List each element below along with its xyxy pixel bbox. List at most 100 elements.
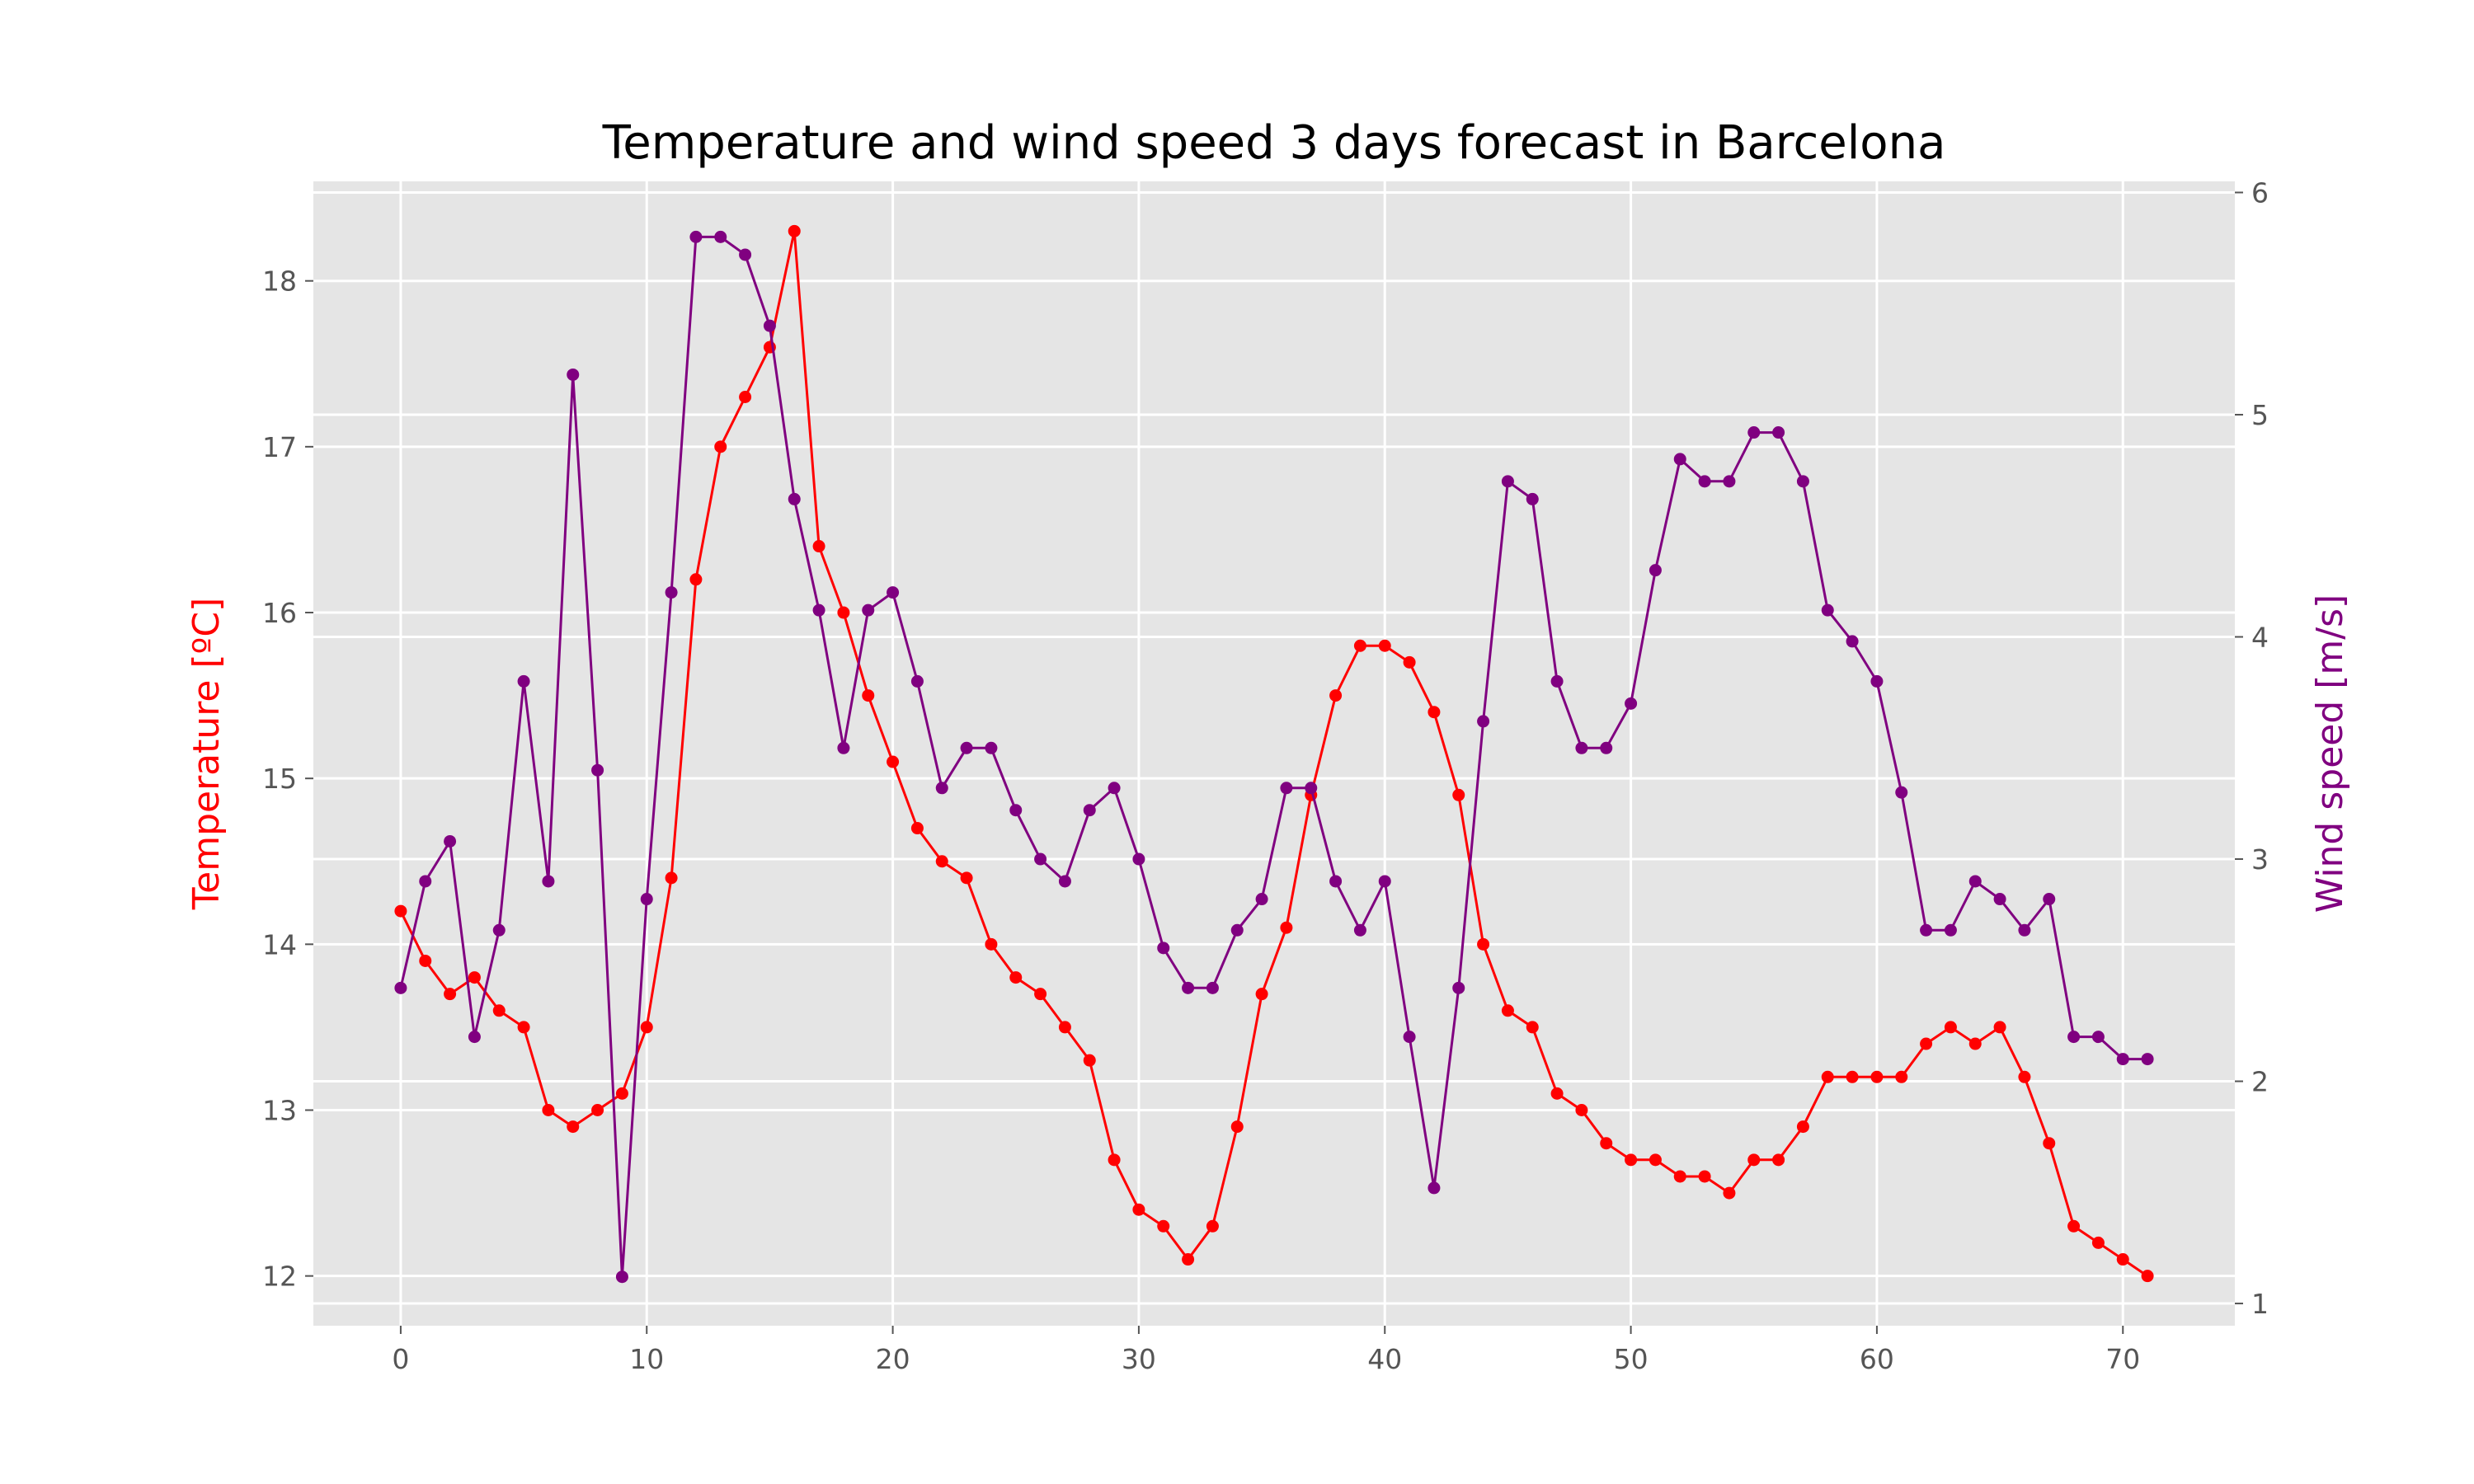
data-point (1968, 875, 1982, 888)
data-point (1157, 942, 1170, 955)
x-tick-label: 10 (629, 1343, 664, 1375)
data-point (1329, 689, 1343, 702)
data-point (1058, 1021, 1071, 1034)
data-point (812, 603, 825, 617)
x-tick-label: 50 (1614, 1343, 1649, 1375)
data-point (2091, 1031, 2105, 1044)
y-left-tick-label: 17 (262, 431, 297, 463)
data-point (591, 1103, 604, 1116)
data-point (615, 1270, 628, 1284)
data-point (394, 904, 407, 918)
y-axis-left-label: Temperature [ºC] (186, 598, 228, 911)
data-point (492, 923, 506, 937)
series-temperature (394, 224, 2154, 1283)
data-point (1649, 1153, 1662, 1167)
data-point (862, 689, 875, 702)
data-point (788, 224, 801, 237)
y-right-tick-label: 4 (2251, 622, 2269, 654)
y-right-tick-label: 6 (2251, 176, 2269, 209)
data-point (1944, 923, 1957, 937)
data-point (1600, 1137, 1613, 1150)
data-point (1723, 475, 1736, 488)
data-point (2116, 1253, 2129, 1266)
data-point (1575, 1103, 1588, 1116)
data-point (2091, 1236, 2105, 1249)
data-point (2067, 1031, 2081, 1044)
y-left-tick-label: 16 (262, 597, 297, 629)
data-point (1378, 875, 1391, 888)
chart-title: Temperature and wind speed 3 days foreca… (602, 116, 1946, 170)
data-point (1698, 1170, 1711, 1183)
data-point (542, 875, 555, 888)
series-wind-speed (394, 230, 2154, 1284)
data-point (960, 871, 973, 885)
data-point (985, 937, 998, 951)
data-point (567, 1120, 580, 1134)
data-point (1108, 782, 1121, 795)
data-point (910, 822, 924, 835)
data-point (1255, 988, 1268, 1001)
data-point (615, 1087, 628, 1100)
data-point (419, 954, 432, 967)
data-point (2018, 923, 2031, 937)
data-point (2018, 1070, 2031, 1083)
data-point (1477, 715, 1490, 728)
x-tick-label: 20 (876, 1343, 910, 1375)
data-point (1083, 804, 1096, 817)
data-point (1723, 1186, 1736, 1200)
data-point (1625, 697, 1638, 710)
data-point (935, 782, 948, 795)
data-point (444, 988, 457, 1001)
data-point (1550, 1087, 1564, 1100)
data-point (739, 391, 752, 404)
data-point (567, 368, 580, 381)
data-point (2067, 1219, 2081, 1233)
data-point (1403, 655, 1416, 669)
data-point (1526, 492, 1539, 505)
data-point (1895, 1070, 1908, 1083)
data-point (910, 674, 924, 688)
data-point (1034, 988, 1047, 1001)
data-point (1993, 893, 2006, 906)
data-point (1132, 1203, 1145, 1216)
data-point (1501, 475, 1514, 488)
data-point (1255, 893, 1268, 906)
data-point (1526, 1021, 1539, 1034)
data-point (1182, 981, 1195, 994)
data-point (960, 741, 973, 754)
data-point (1009, 971, 1023, 984)
data-point (1993, 1021, 2006, 1034)
data-point (1230, 1120, 1244, 1134)
data-point (1550, 674, 1564, 688)
y-right-tick-label: 2 (2251, 1066, 2269, 1098)
data-point (689, 230, 703, 243)
data-point (714, 440, 727, 453)
data-point (1427, 706, 1441, 719)
data-point (1427, 1181, 1441, 1195)
data-point (1772, 426, 1785, 439)
data-point (1772, 1153, 1785, 1167)
data-point (2116, 1053, 2129, 1066)
data-point (1058, 875, 1071, 888)
data-point (1698, 475, 1711, 488)
data-point (1575, 741, 1588, 754)
y-left-tick-label: 14 (262, 928, 297, 960)
data-point (1452, 981, 1465, 994)
data-point (1968, 1037, 1982, 1050)
data-point (1182, 1253, 1195, 1266)
data-point (591, 763, 604, 777)
data-point (1230, 923, 1244, 937)
data-point (1870, 674, 1884, 688)
data-point (837, 741, 850, 754)
data-point (1280, 921, 1293, 934)
x-tick-label: 60 (1860, 1343, 1894, 1375)
y-left-tick-label: 15 (262, 763, 297, 795)
y-axis-right-label: Wind speed [m/s] (2309, 594, 2351, 913)
data-point (492, 1004, 506, 1017)
x-tick-label: 0 (392, 1343, 409, 1375)
data-point (1206, 981, 1219, 994)
data-point (1920, 923, 1933, 937)
x-tick-label: 40 (1367, 1343, 1402, 1375)
data-point (1108, 1153, 1121, 1167)
